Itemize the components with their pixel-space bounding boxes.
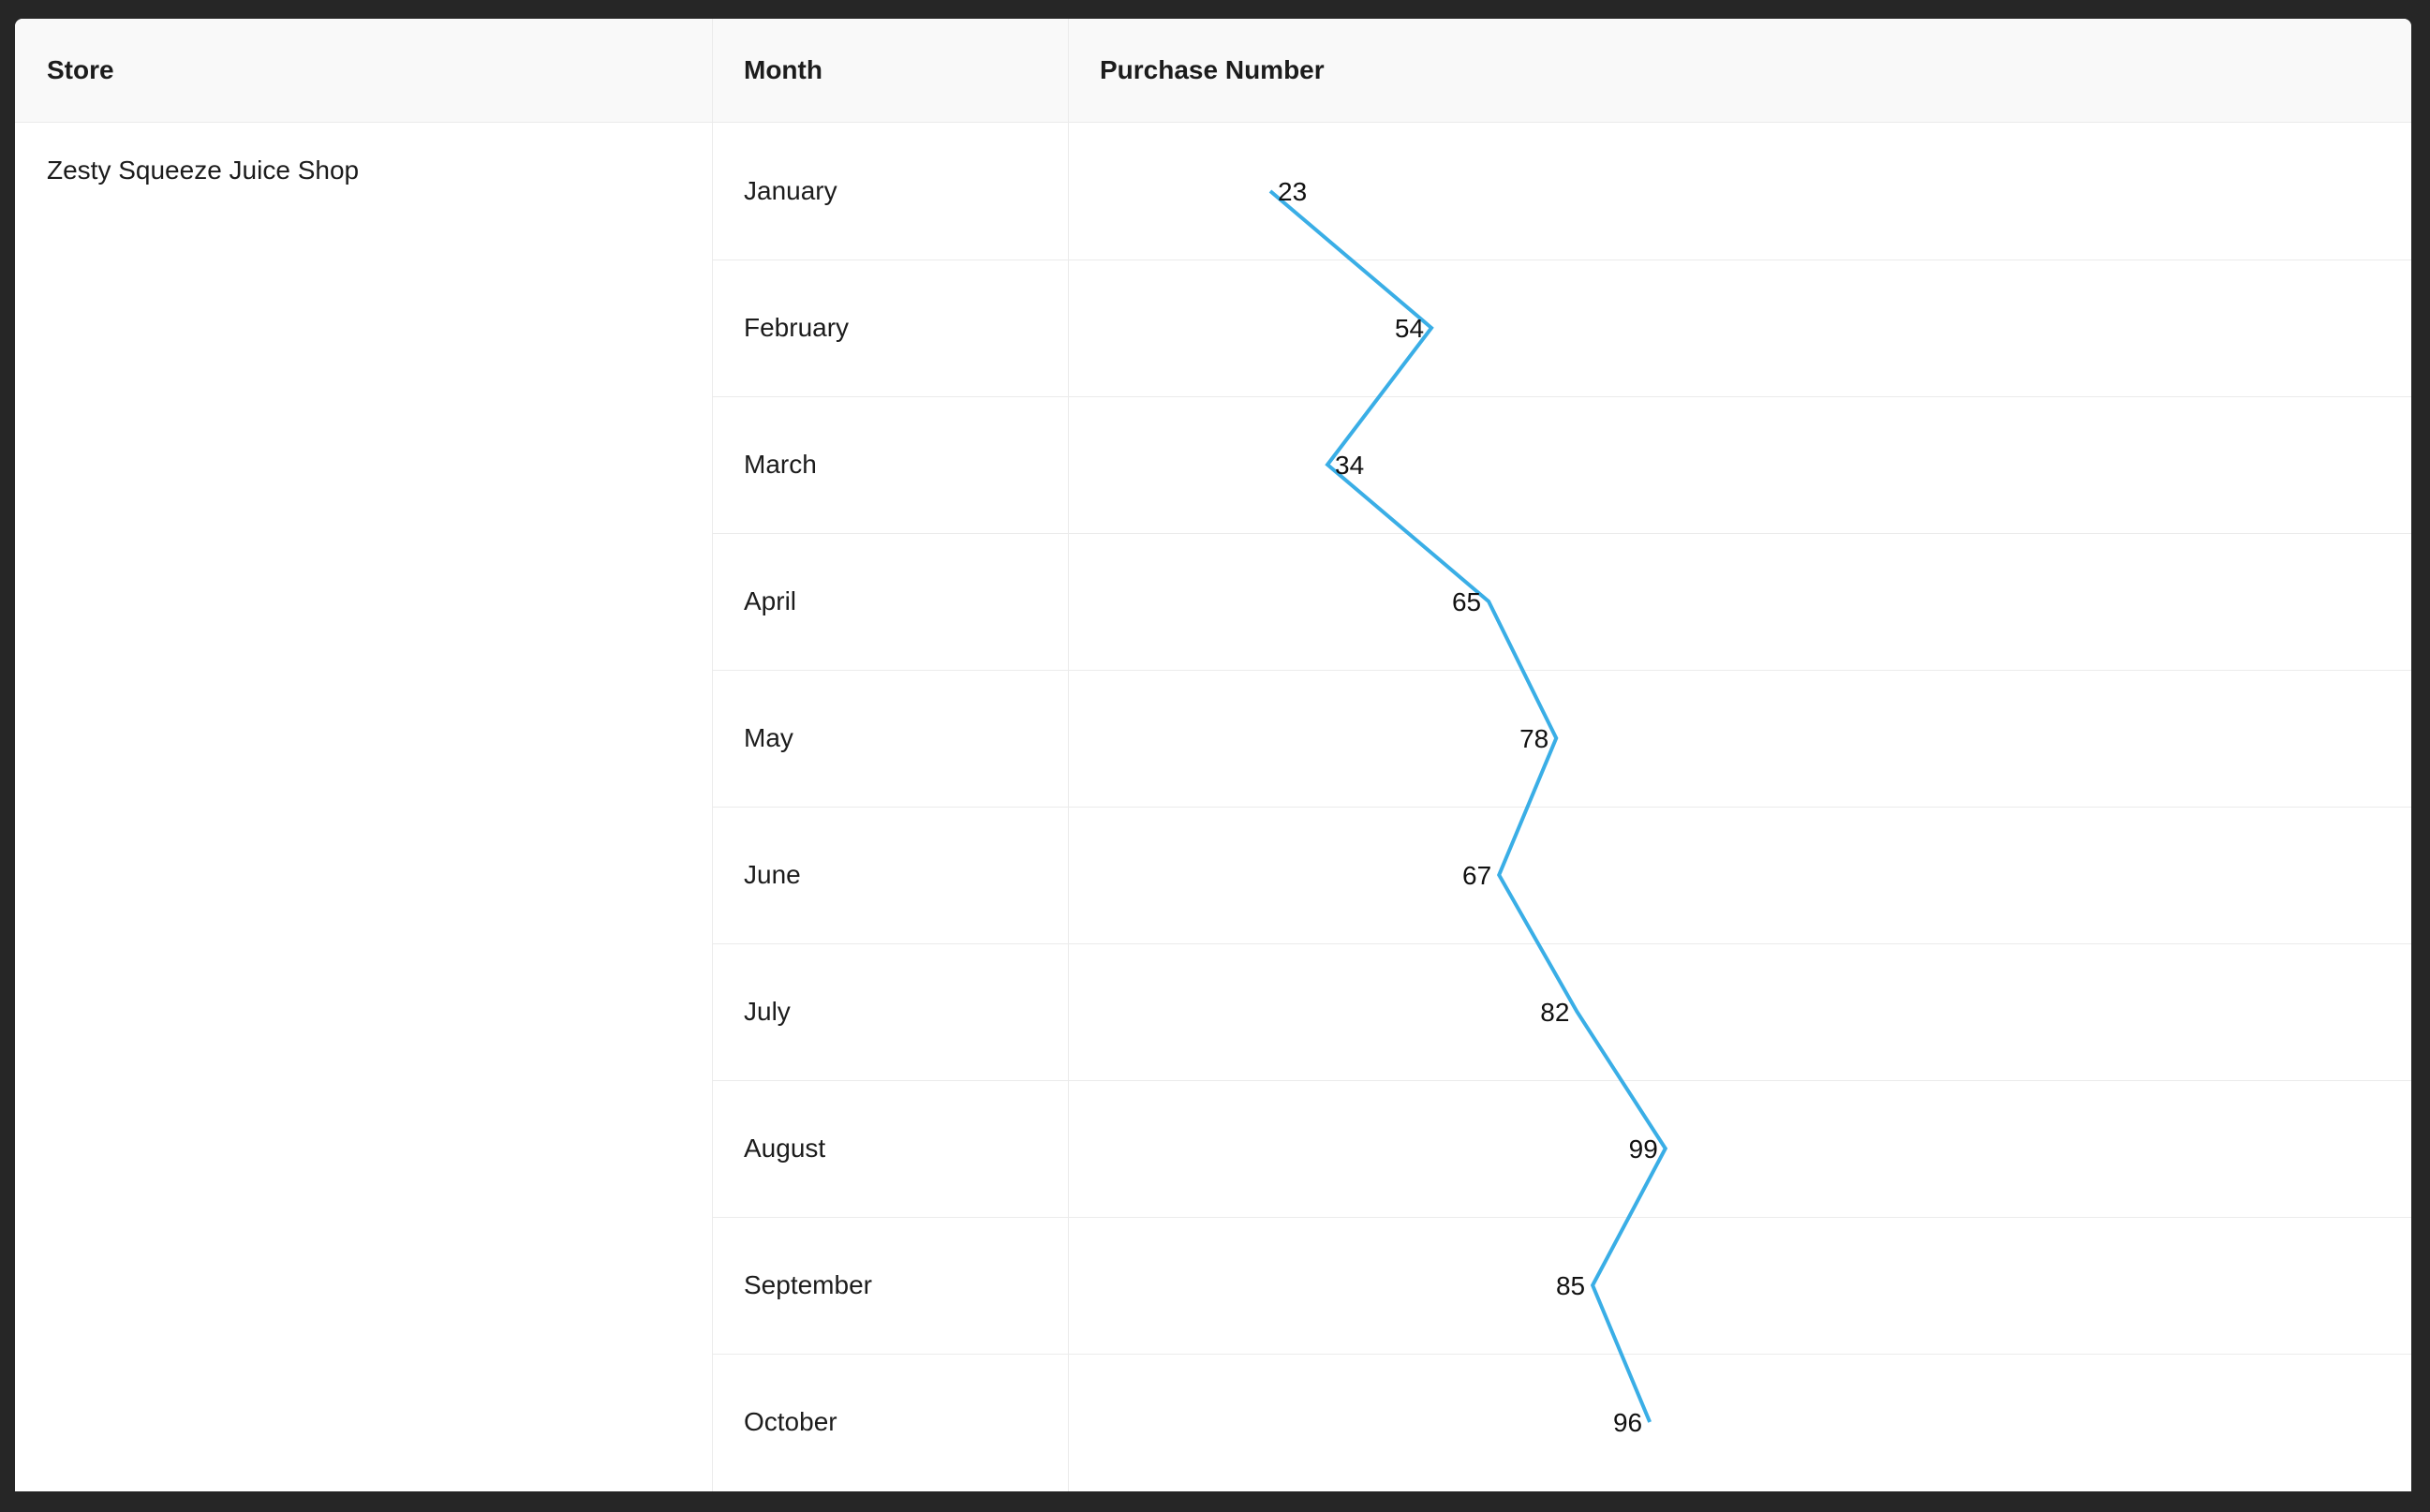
table-row: October <box>712 1354 2411 1490</box>
table-row: August <box>712 1080 2411 1218</box>
store-name-cell: Zesty Squeeze Juice Shop <box>47 156 360 185</box>
month-cell: September <box>744 1270 872 1299</box>
column-divider <box>1068 19 1069 1491</box>
data-table: Store Month Purchase Number Zesty Squeez… <box>15 19 2411 1491</box>
month-cell: March <box>744 450 817 479</box>
table-row: September <box>712 1217 2411 1355</box>
month-cell: January <box>744 176 837 205</box>
table-row: April <box>712 533 2411 671</box>
month-cell: June <box>744 860 801 889</box>
table-row: June <box>712 807 2411 944</box>
table-row: January <box>712 123 2411 260</box>
month-cell: July <box>744 997 791 1026</box>
column-divider <box>712 19 713 1491</box>
column-header-month[interactable]: Month <box>744 55 822 84</box>
month-cell: August <box>744 1134 826 1163</box>
table-row: February <box>712 259 2411 397</box>
table-row: July <box>712 943 2411 1081</box>
table-row: March <box>712 396 2411 534</box>
table-header: Store Month Purchase Number <box>15 19 2411 123</box>
column-header-store[interactable]: Store <box>47 55 114 84</box>
month-cell: February <box>744 313 850 342</box>
month-cell: April <box>744 586 797 615</box>
table-row: May <box>712 670 2411 808</box>
month-cell: May <box>744 723 793 752</box>
column-header-purchase-number[interactable]: Purchase Number <box>1100 55 1325 84</box>
month-cell: October <box>744 1407 837 1436</box>
table-window: Store Month Purchase Number Zesty Squeez… <box>15 19 2411 1491</box>
